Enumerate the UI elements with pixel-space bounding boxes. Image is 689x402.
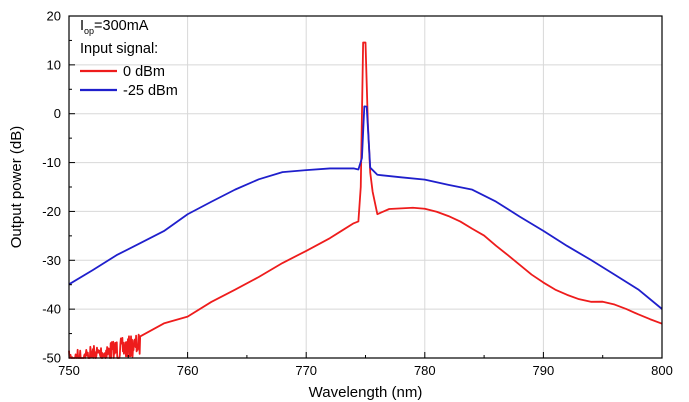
y-tick-label: 20 — [47, 9, 61, 24]
y-tick-label: -20 — [42, 204, 61, 219]
x-tick-label: 790 — [533, 363, 555, 378]
ticks — [68, 15, 663, 359]
x-tick-label: 750 — [58, 363, 80, 378]
plot-area — [68, 41, 663, 359]
legend-condition-main: I — [80, 18, 84, 34]
legend: Iop=300mA Input signal: 0 dBm -25 dBm — [80, 18, 178, 99]
y-tick-label: -10 — [42, 155, 61, 170]
legend-condition-sub: op — [84, 26, 94, 36]
y-tick-label: 10 — [47, 57, 61, 72]
y-tick-label: -40 — [42, 302, 61, 317]
legend-label-0-dbm: 0 dBm — [123, 64, 165, 80]
x-tick-label: 780 — [414, 363, 436, 378]
legend-label-minus-25-dbm: -25 dBm — [123, 83, 178, 99]
x-tick-label: 800 — [651, 363, 673, 378]
grid — [69, 16, 662, 358]
y-tick-label: 0 — [54, 106, 61, 121]
series-line-0 — [68, 41, 663, 359]
tick-labels: 750 760 770 780 790 800 -50 -40 -30 -20 -10 0 10 20 — [42, 9, 673, 379]
legend-condition: Iop=300mA — [80, 18, 149, 36]
legend-condition-rest: =300mA — [94, 18, 149, 34]
legend-header: Input signal: — [80, 41, 158, 57]
y-axis-title: Output power (dB) — [8, 126, 25, 249]
y-tick-label: -30 — [42, 253, 61, 268]
x-tick-label: 760 — [177, 363, 199, 378]
series-line-1 — [68, 105, 663, 310]
x-axis-title: Wavelength (nm) — [309, 384, 423, 401]
x-tick-label: 770 — [295, 363, 317, 378]
y-tick-label: -50 — [42, 351, 61, 366]
